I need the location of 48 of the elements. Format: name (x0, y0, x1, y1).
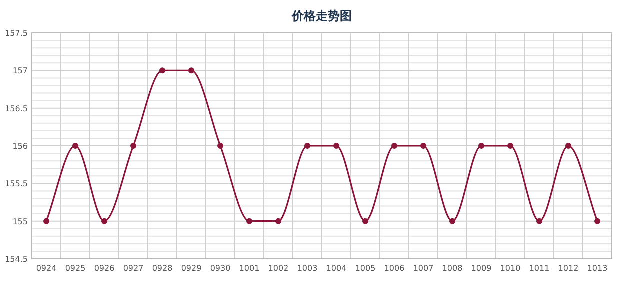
y-tick-label: 155 (12, 217, 28, 226)
x-tick-label: 1010 (500, 264, 521, 273)
point (304, 143, 310, 149)
x-tick-label: 1011 (529, 264, 550, 273)
x-tick-label: 0925 (65, 264, 86, 273)
point (508, 143, 514, 149)
point (392, 143, 398, 149)
point (594, 218, 600, 224)
x-tick-label: 0928 (152, 264, 173, 273)
y-tick-label: 154.5 (5, 255, 28, 264)
y-tick-label: 156 (12, 142, 28, 151)
x-tick-label: 1001 (239, 264, 260, 273)
point (362, 218, 368, 224)
point (72, 143, 78, 149)
x-tick-label: 1006 (384, 264, 405, 273)
point (130, 143, 136, 149)
x-tick-label: 1002 (268, 264, 289, 273)
x-tick-label: 1013 (587, 264, 608, 273)
point (160, 68, 166, 74)
x-tick-label: 0929 (181, 264, 202, 273)
x-tick-label: 1009 (471, 264, 492, 273)
x-tick-label: 1003 (297, 264, 318, 273)
x-tick-label: 1007 (413, 264, 434, 273)
point (478, 143, 484, 149)
chart-title: 价格走势图 (291, 9, 352, 23)
y-tick-label: 157.5 (5, 29, 28, 38)
point (188, 68, 194, 74)
y-tick-label: 157 (12, 66, 28, 76)
y-tick-label: 156.5 (5, 104, 28, 114)
point (276, 218, 282, 224)
x-tick-label: 1005 (355, 264, 376, 273)
x-tick-label: 1004 (326, 264, 347, 273)
point (102, 218, 108, 224)
point (566, 143, 572, 149)
point (334, 143, 340, 149)
point (450, 218, 456, 224)
x-tick-label: 0924 (36, 264, 57, 273)
point (218, 143, 224, 149)
y-tick-label: 155.5 (5, 180, 28, 189)
point (246, 218, 252, 224)
x-tick-label: 1008 (442, 264, 463, 273)
x-tick-label: 1012 (558, 264, 579, 273)
x-tick-label: 0927 (123, 264, 144, 273)
x-tick-label: 0926 (94, 264, 115, 273)
point (420, 143, 426, 149)
x-tick-label: 0930 (210, 264, 231, 273)
point (536, 218, 542, 224)
point (44, 218, 50, 224)
